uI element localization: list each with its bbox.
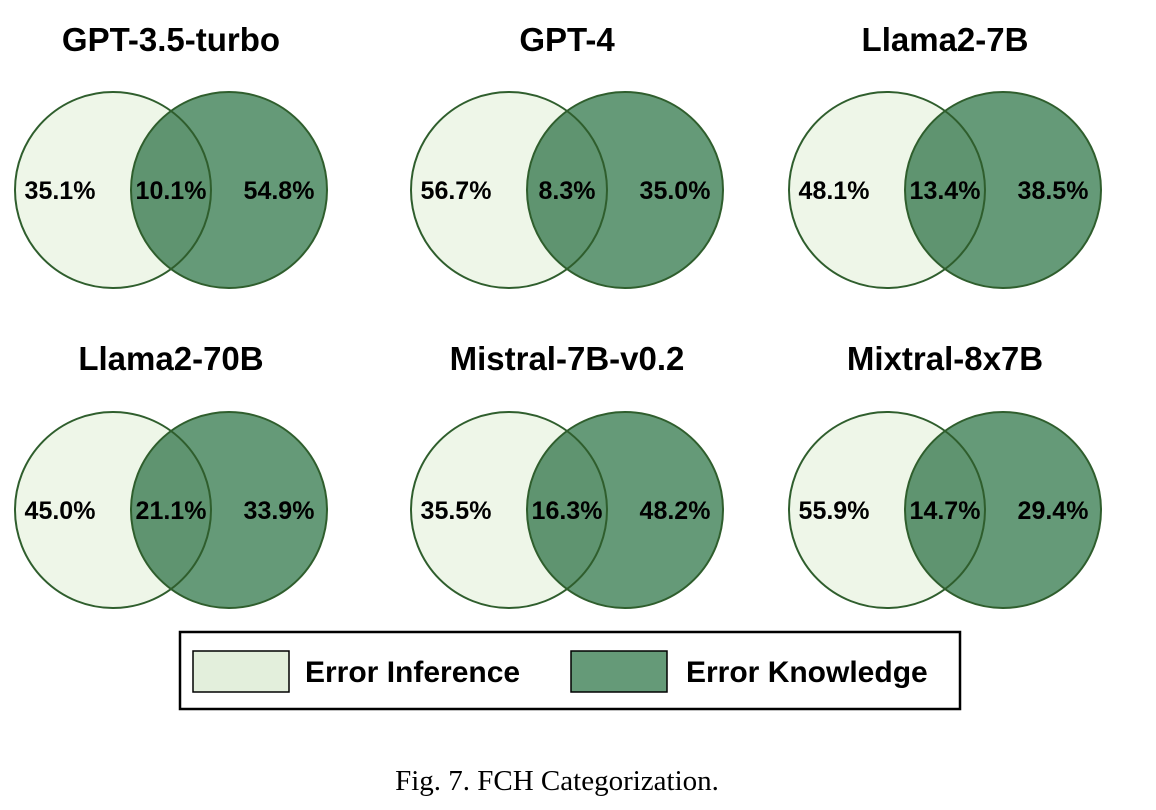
- outline-error-inference: [410, 411, 608, 609]
- venn-panel: GPT-4 56.7% 8.3% 35.0%: [410, 21, 724, 289]
- label-inference-only: 35.1%: [25, 177, 96, 205]
- venn-panel: Llama2-70B 45.0% 21.1% 33.9%: [14, 340, 328, 609]
- venn-panel: Llama2-7B 48.1% 13.4% 38.5%: [788, 21, 1102, 289]
- legend-box: [178, 630, 962, 711]
- label-overlap: 14.7%: [910, 497, 981, 525]
- label-knowledge-only: 48.2%: [640, 497, 711, 525]
- label-knowledge-only: 33.9%: [244, 497, 315, 525]
- overlap-region: [905, 92, 985, 288]
- label-inference-only: 55.9%: [799, 497, 870, 525]
- outline-error-knowledge: [526, 91, 724, 289]
- label-inference-only: 48.1%: [799, 177, 870, 205]
- figure-caption: Fig. 7. FCH Categorization.: [395, 765, 719, 797]
- legend-swatch-error-knowledge: [570, 650, 668, 693]
- panel-title: GPT-4: [519, 21, 615, 58]
- label-inference-only: 56.7%: [421, 177, 492, 205]
- outline-error-inference: [14, 91, 212, 289]
- outline-error-inference: [410, 91, 608, 289]
- label-overlap: 16.3%: [532, 497, 603, 525]
- outline-error-knowledge: [130, 91, 328, 289]
- legend-label-error-knowledge: Error Knowledge: [686, 656, 928, 689]
- panel-title: Mixtral-8x7B: [847, 340, 1043, 377]
- outline-error-knowledge: [526, 411, 724, 609]
- outline-error-knowledge: [904, 411, 1102, 609]
- label-overlap: 10.1%: [136, 177, 207, 205]
- label-overlap: 13.4%: [910, 177, 981, 205]
- venn-panel: GPT-3.5-turbo 35.1% 10.1% 54.8%: [14, 21, 328, 289]
- legend: Error Inference Error Knowledge: [178, 630, 962, 711]
- venn-panels: GPT-3.5-turbo 35.1% 10.1% 54.8% GPT-4 56.7% 8.…: [14, 21, 1102, 609]
- panel-title: Llama2-7B: [862, 21, 1029, 58]
- label-inference-only: 45.0%: [25, 497, 96, 525]
- label-knowledge-only: 54.8%: [244, 177, 315, 205]
- overlap-region: [131, 412, 211, 608]
- label-knowledge-only: 35.0%: [640, 177, 711, 205]
- overlap-region: [527, 412, 607, 608]
- panel-title: Mistral-7B-v0.2: [450, 340, 685, 377]
- legend-swatch-error-inference: [192, 650, 290, 693]
- label-overlap: 8.3%: [539, 177, 596, 205]
- outline-error-knowledge: [130, 411, 328, 609]
- outline-error-inference: [14, 411, 212, 609]
- label-overlap: 21.1%: [136, 497, 207, 525]
- panel-title: Llama2-70B: [78, 340, 263, 377]
- overlap-region: [905, 412, 985, 608]
- panel-title: GPT-3.5-turbo: [62, 21, 280, 58]
- outline-error-inference: [788, 411, 986, 609]
- label-inference-only: 35.5%: [421, 497, 492, 525]
- legend-label-error-inference: Error Inference: [305, 656, 520, 689]
- outline-error-knowledge: [904, 91, 1102, 289]
- label-knowledge-only: 29.4%: [1018, 497, 1089, 525]
- outline-error-inference: [788, 91, 986, 289]
- label-knowledge-only: 38.5%: [1018, 177, 1089, 205]
- venn-panel: Mixtral-8x7B 55.9% 14.7% 29.4%: [788, 340, 1102, 609]
- venn-panel: Mistral-7B-v0.2 35.5% 16.3% 48.2%: [410, 340, 724, 609]
- overlap-region: [131, 92, 211, 288]
- overlap-region: [527, 92, 607, 288]
